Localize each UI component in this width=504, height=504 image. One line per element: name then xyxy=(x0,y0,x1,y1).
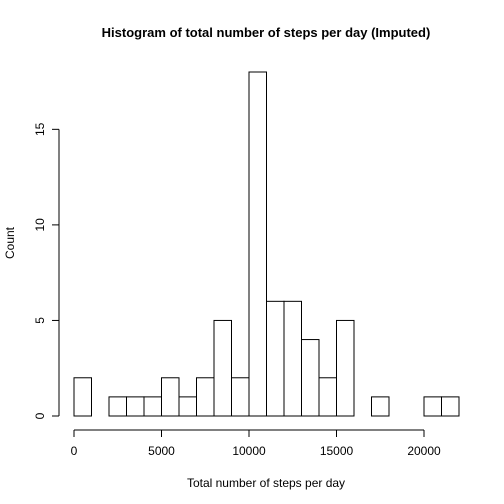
histogram-bar xyxy=(213,319,232,417)
x-axis-label: Total number of steps per day xyxy=(187,476,345,490)
histogram-bar xyxy=(231,377,250,417)
x-tick-label: 15000 xyxy=(320,444,354,458)
histogram-bar xyxy=(143,396,162,417)
histogram-bar xyxy=(248,71,267,417)
histogram-bar xyxy=(161,377,180,417)
y-tick-label: 0 xyxy=(33,412,47,419)
x-axis: 0 5000 10000 15000 20000 xyxy=(71,429,441,458)
histogram-bar xyxy=(423,396,442,417)
y-axis: 0 5 10 15 xyxy=(33,122,60,419)
histogram-bar xyxy=(318,377,337,417)
histogram-bar xyxy=(266,300,285,417)
histogram-bar xyxy=(283,300,302,417)
chart-title: Histogram of total number of steps per d… xyxy=(102,25,431,40)
histogram-bar xyxy=(371,396,390,417)
histogram-bar xyxy=(336,319,355,417)
histogram-bar xyxy=(441,396,460,417)
histogram-bar xyxy=(108,396,127,417)
y-axis-label: Count xyxy=(3,226,17,259)
bars-group xyxy=(73,71,460,417)
histogram-bar xyxy=(301,339,320,417)
y-tick-label: 15 xyxy=(33,122,47,136)
histogram-bar xyxy=(178,396,197,417)
x-tick-label: 0 xyxy=(71,444,78,458)
y-tick-label: 5 xyxy=(33,317,47,324)
x-tick-label: 10000 xyxy=(232,444,266,458)
histogram-bar xyxy=(73,377,92,417)
y-tick-label: 10 xyxy=(33,218,47,232)
histogram-bar xyxy=(196,377,215,417)
x-tick-label: 20000 xyxy=(407,444,441,458)
histogram-bar xyxy=(126,396,145,417)
x-tick-label: 5000 xyxy=(148,444,175,458)
